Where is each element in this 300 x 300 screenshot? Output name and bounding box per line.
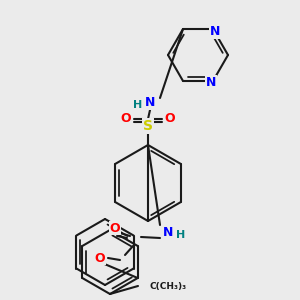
Text: O: O: [110, 221, 120, 235]
Text: N: N: [206, 76, 216, 89]
Text: O: O: [121, 112, 131, 124]
Text: H: H: [134, 100, 142, 110]
Text: H: H: [176, 230, 186, 240]
Text: N: N: [210, 25, 220, 38]
Text: N: N: [163, 226, 173, 239]
Text: O: O: [165, 112, 175, 124]
Text: S: S: [143, 119, 153, 133]
Text: O: O: [95, 251, 105, 265]
Text: N: N: [145, 97, 155, 110]
Text: C(CH₃)₃: C(CH₃)₃: [150, 281, 187, 290]
